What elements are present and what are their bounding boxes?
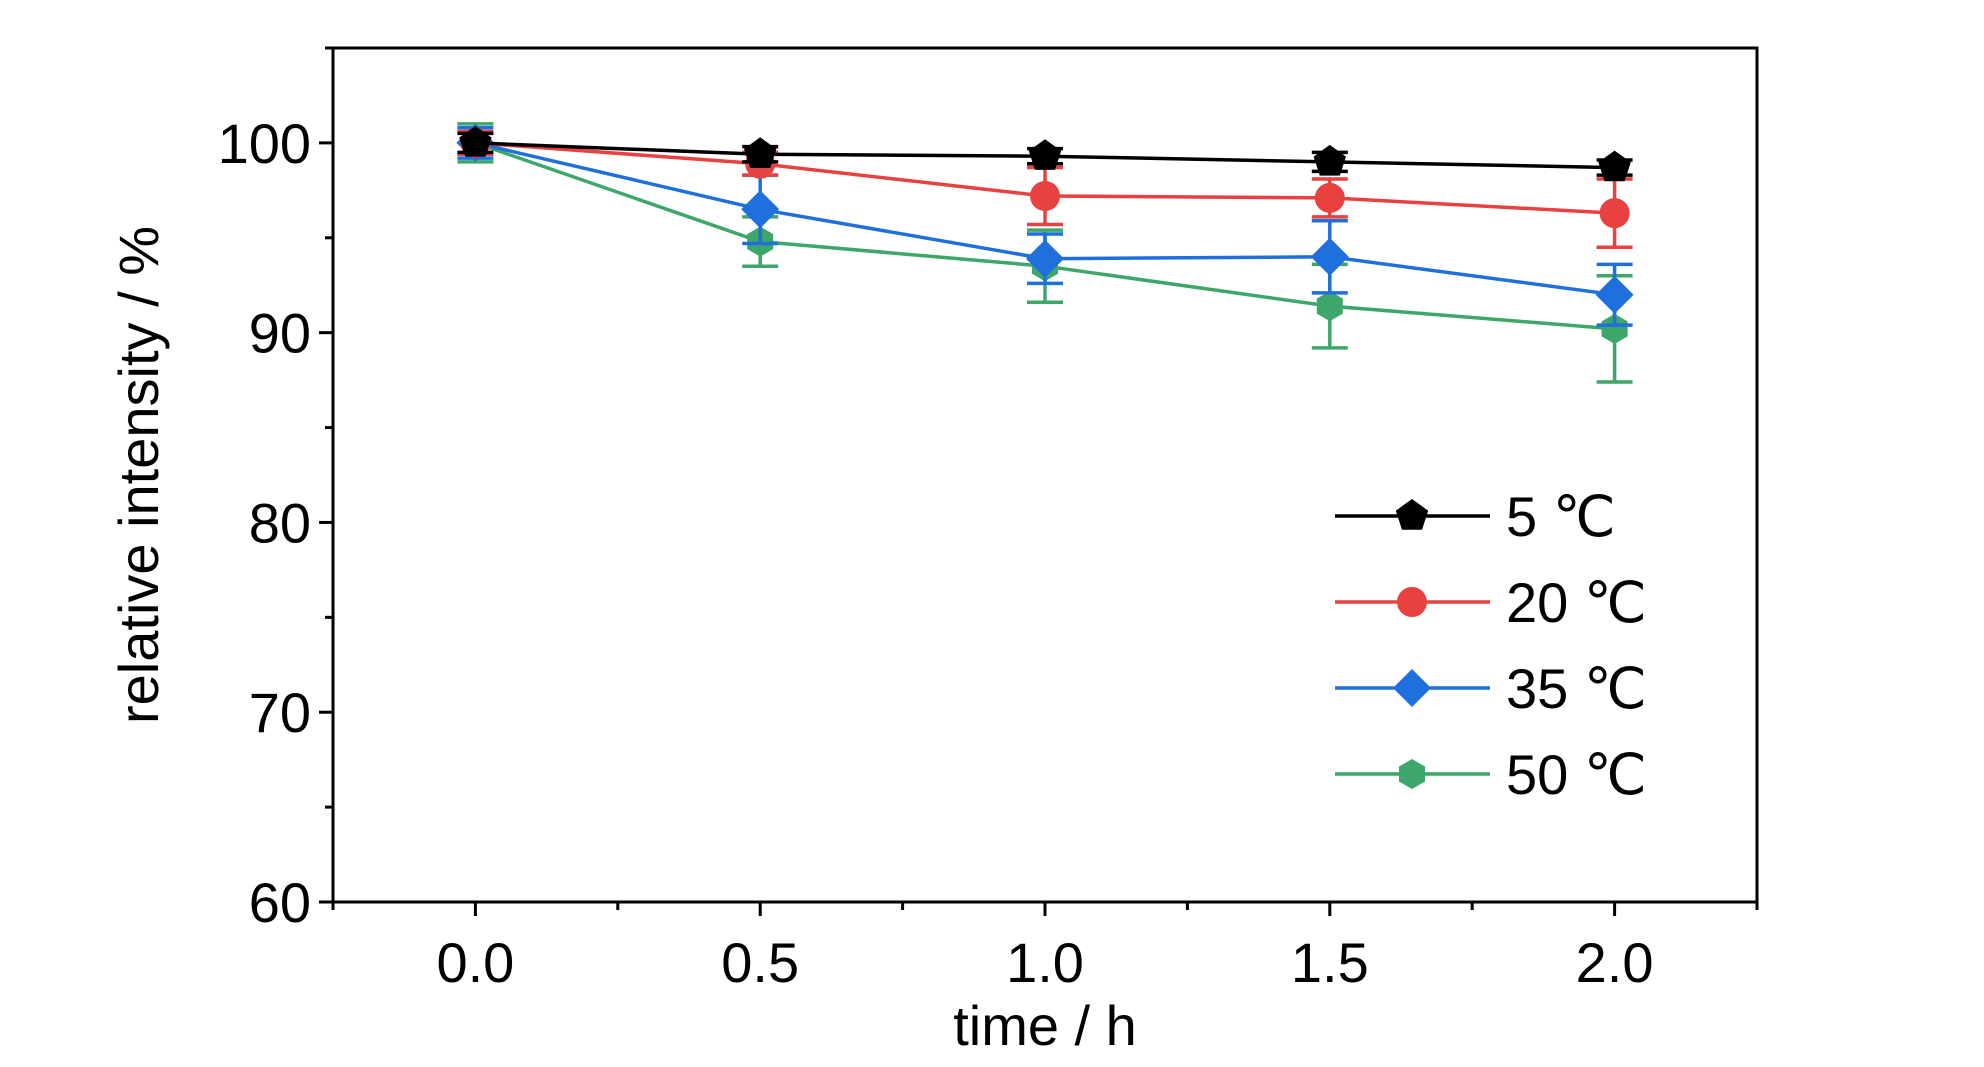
data-point-marker [1598, 150, 1631, 182]
data-point-marker [1316, 291, 1343, 322]
legend-label: 20 ℃ [1506, 571, 1647, 634]
axes: 0.0 0.5 1.0 1.5 2.0 60 70 80 90 100 [218, 46, 1759, 994]
data-point-marker [1026, 239, 1064, 278]
x-tick-label: 0.5 [721, 931, 799, 994]
y-tick-label: 80 [249, 491, 311, 554]
data-point-marker [1599, 198, 1630, 229]
legend-item: 50 ℃ [1335, 743, 1647, 806]
y-tick-label: 90 [249, 302, 311, 365]
legend-label: 50 ℃ [1506, 743, 1647, 806]
legend-item: 20 ℃ [1335, 571, 1647, 634]
legend-item: 35 ℃ [1335, 657, 1647, 720]
data-point-marker [1395, 499, 1429, 530]
x-tick-label: 2.0 [1576, 931, 1654, 994]
legend: 5 ℃ 20 ℃ 35 ℃ 50 ℃ [1335, 485, 1647, 806]
y-tick-label: 70 [249, 681, 311, 744]
x-tick-label: 1.5 [1291, 931, 1369, 994]
data-point-marker [1397, 587, 1427, 617]
y-axis-title: relative intensity / % [107, 226, 170, 724]
x-tick-label: 1.0 [1006, 931, 1084, 994]
data-point-marker [744, 137, 777, 168]
data-point-marker [1313, 144, 1346, 176]
legend-label: 35 ℃ [1506, 657, 1647, 720]
series-0 [457, 125, 1633, 182]
data-point-marker [1399, 759, 1425, 789]
data-point-marker [1030, 181, 1060, 212]
x-tick-label: 0.0 [436, 931, 514, 994]
data-point-marker [1393, 669, 1431, 707]
data-point-marker [1595, 275, 1634, 314]
series-group [456, 122, 1634, 384]
data-point-marker [1314, 182, 1345, 213]
data-point-marker [1310, 237, 1349, 276]
data-point-marker [1028, 139, 1062, 170]
y-tick-label: 100 [218, 112, 311, 175]
y-tick-label: 60 [249, 871, 311, 934]
legend-label: 5 ℃ [1506, 485, 1616, 548]
data-point-marker [741, 190, 780, 229]
data-point-marker [1601, 313, 1628, 344]
x-axis-title: time / h [953, 994, 1137, 1057]
legend-item: 5 ℃ [1335, 485, 1616, 548]
data-point-marker [459, 125, 492, 157]
